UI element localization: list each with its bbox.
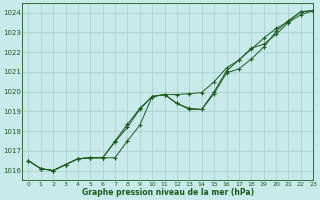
X-axis label: Graphe pression niveau de la mer (hPa): Graphe pression niveau de la mer (hPa) (82, 188, 254, 197)
